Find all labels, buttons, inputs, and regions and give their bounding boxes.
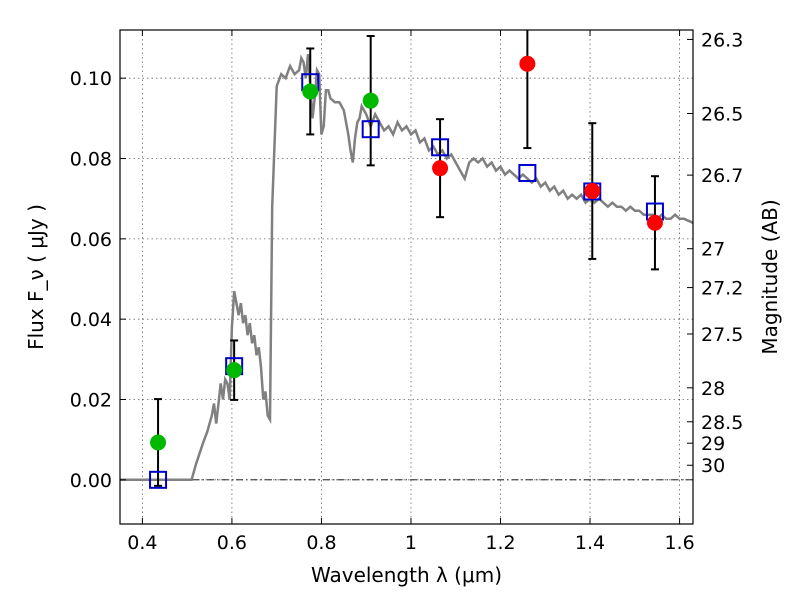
mag-tick-label: 27.2 — [701, 278, 743, 300]
x-tick-label: 1.6 — [664, 532, 694, 554]
observed-point — [150, 434, 167, 451]
x-tick-label: 1.4 — [575, 532, 605, 554]
y-tick-label: 0.08 — [70, 149, 112, 171]
model-spectrum-line — [120, 53, 693, 482]
model-photometry-square — [361, 120, 380, 139]
mag-tick-label: 27.5 — [701, 324, 743, 346]
y-tick-label: 0.00 — [70, 470, 112, 492]
series-group — [120, 30, 693, 489]
y-tick-label: 0.10 — [70, 68, 112, 90]
model-photometry-square — [149, 470, 168, 489]
observed-point — [362, 92, 379, 109]
x-tick-label: 1 — [405, 532, 417, 554]
mag-tick-label: 28.5 — [701, 412, 743, 434]
observed-point — [519, 55, 536, 72]
y-tick-label: 0.04 — [70, 309, 112, 331]
y-tick-label: 0.02 — [70, 389, 112, 411]
grid-layer — [120, 30, 693, 524]
x-tick-label: 0.6 — [217, 532, 247, 554]
mag-tick-label: 26.7 — [701, 165, 743, 187]
plot-frame — [119, 29, 694, 525]
mag-tick-label: 26.5 — [701, 104, 743, 126]
y-axis-label: Flux F_ν ( μJy ) — [24, 204, 48, 350]
mag-tick-label: 26.3 — [701, 29, 743, 51]
observed-point — [226, 362, 243, 379]
x-tick-label: 0.4 — [127, 532, 157, 554]
y-axis-right-label: Magnitude (AB) — [758, 199, 782, 354]
plot-layer — [120, 30, 693, 489]
mag-tick-label: 29 — [701, 433, 725, 455]
mag-tick-label: 28 — [701, 378, 725, 400]
model-photometry-square — [431, 138, 450, 157]
y-tick-label: 0.06 — [70, 229, 112, 251]
x-tick-label: 0.8 — [306, 532, 336, 554]
model-photometry-square — [518, 163, 537, 182]
observed-point — [302, 83, 319, 100]
observed-point — [646, 214, 663, 231]
tick-layer: 0.4 0.6 0.8 1 1.2 1.4 1.6 0.00 0.02 0.04 0.06 0.08 0… — [70, 29, 744, 554]
x-tick-label: 1.2 — [485, 532, 515, 554]
mag-tick-label: 30 — [701, 455, 725, 477]
mag-tick-label: 27 — [701, 239, 725, 261]
x-axis-label: Wavelength λ (μm) — [311, 563, 502, 587]
observed-point — [432, 160, 449, 177]
observed-point — [584, 183, 601, 200]
